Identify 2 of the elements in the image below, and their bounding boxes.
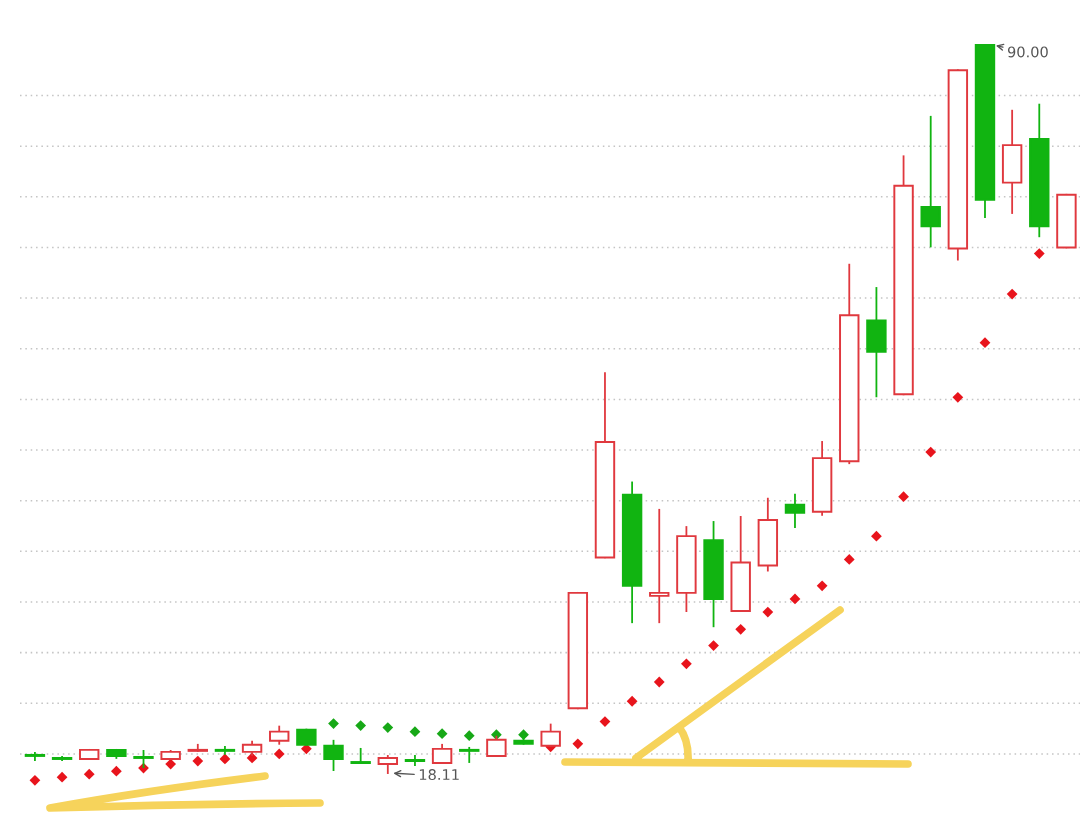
annotation: 90.00 [1007, 46, 1048, 58]
annotation: 18.11 [419, 769, 459, 781]
